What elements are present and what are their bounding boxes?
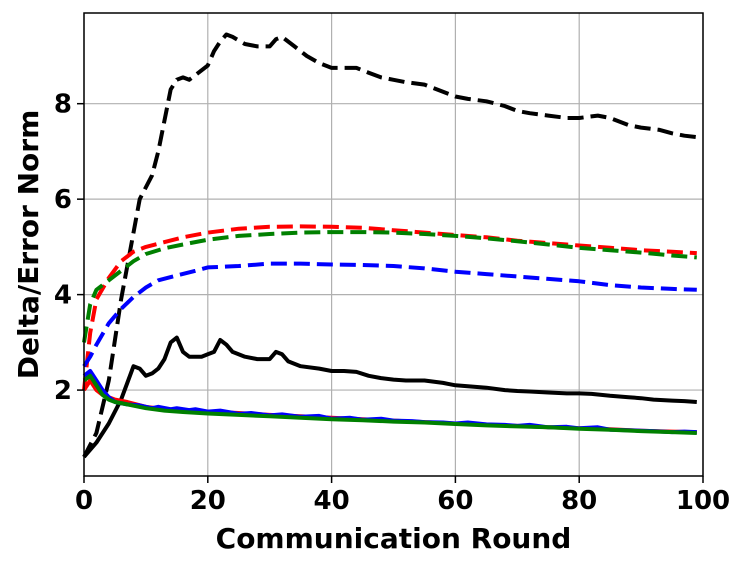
x-tick-label: 60 bbox=[437, 486, 473, 516]
series-line-6 bbox=[82, 378, 697, 435]
y-axis-label: Delta/Error Norm bbox=[12, 110, 45, 380]
y-tick-label: 4 bbox=[54, 281, 72, 311]
series-line-4 bbox=[82, 261, 697, 368]
x-tick-label: 80 bbox=[561, 486, 597, 516]
y-tick-label: 8 bbox=[54, 90, 72, 120]
x-tick-label: 20 bbox=[190, 486, 226, 516]
series-line-8 bbox=[82, 373, 697, 435]
x-tick-label: 40 bbox=[314, 486, 350, 516]
x-tick-label: 0 bbox=[75, 486, 93, 516]
series-line-1 bbox=[82, 32, 698, 458]
series-line-2 bbox=[82, 224, 697, 391]
plot-frame bbox=[83, 12, 704, 477]
y-tick-label: 2 bbox=[54, 376, 72, 406]
series-line-3 bbox=[82, 230, 697, 343]
series-layer bbox=[82, 32, 698, 459]
y-tick-label: 6 bbox=[54, 185, 72, 215]
axis-ticks: 0 20 40 60 80 100 2 4 6 8 bbox=[54, 90, 730, 516]
x-axis-label: Communication Round bbox=[216, 522, 572, 555]
x-tick-label: 100 bbox=[676, 486, 730, 516]
series-line-5 bbox=[82, 335, 697, 459]
